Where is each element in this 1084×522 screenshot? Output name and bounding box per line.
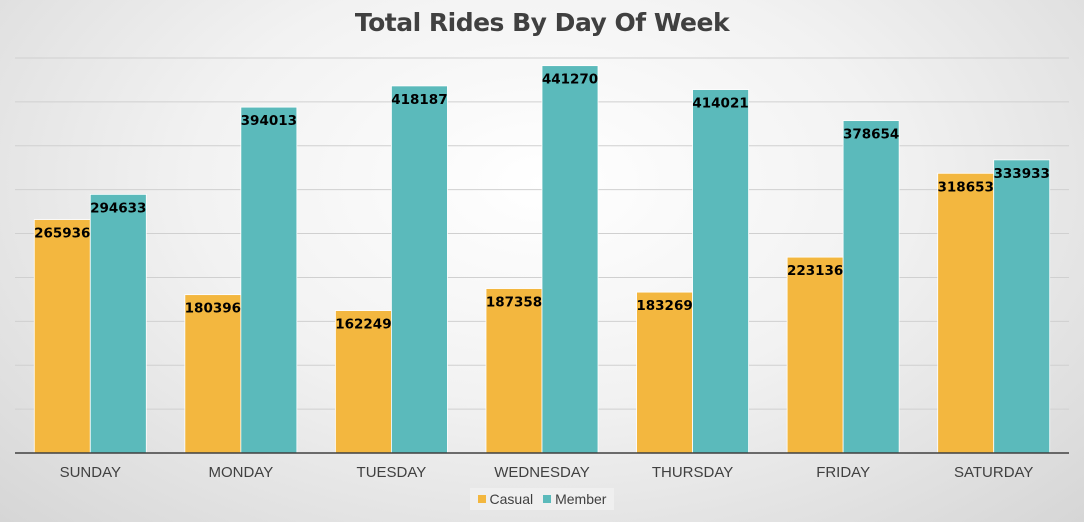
x-tick-label: THURSDAY xyxy=(652,464,733,481)
bar-member-thursday xyxy=(692,89,749,454)
data-label: 162249 xyxy=(335,317,391,333)
x-tick-label: TUESDAY xyxy=(357,464,427,481)
legend-label-casual: Casual xyxy=(489,491,534,507)
bar-member-sunday xyxy=(89,193,147,454)
x-tick-label: MONDAY xyxy=(208,464,273,481)
bar-casual-thursday xyxy=(636,291,693,454)
legend-swatch-casual xyxy=(477,495,486,503)
legend-item-casual: Casual xyxy=(477,491,534,507)
data-label: 418187 xyxy=(391,92,447,108)
data-label: 223136 xyxy=(787,263,843,279)
legend-swatch-member xyxy=(543,495,552,503)
bar-casual-sunday xyxy=(33,219,91,454)
bar-casual-monday xyxy=(184,294,242,454)
bar-member-wednesday xyxy=(541,65,599,454)
legend-box: Casual Member xyxy=(469,488,615,510)
x-tick-label: SUNDAY xyxy=(60,464,121,481)
chart-title: Total Rides By Day Of Week xyxy=(354,8,730,37)
data-label: 187358 xyxy=(486,295,542,311)
bar-casual-wednesday xyxy=(485,288,543,454)
bar-member-monday xyxy=(240,106,298,454)
x-tick-label: SATURDAY xyxy=(954,464,1033,481)
data-label: 294633 xyxy=(90,200,146,216)
data-label: 333933 xyxy=(994,166,1050,182)
bar-casual-saturday xyxy=(937,172,995,454)
data-label: 394013 xyxy=(241,113,297,129)
legend-label-member: Member xyxy=(555,491,607,507)
data-label: 180396 xyxy=(185,301,241,317)
data-label: 318653 xyxy=(938,179,994,195)
x-tick-label: WEDNESDAY xyxy=(494,464,590,481)
legend: Casual Member xyxy=(0,488,1084,510)
data-label: 183269 xyxy=(636,298,692,314)
bar-member-tuesday xyxy=(391,85,448,454)
bar-casual-tuesday xyxy=(335,310,392,454)
data-label: 441270 xyxy=(542,72,598,88)
bar-member-saturday xyxy=(993,159,1051,454)
bar-casual-friday xyxy=(786,256,844,454)
legend-item-member: Member xyxy=(543,491,606,507)
bar-member-friday xyxy=(842,120,900,454)
data-label: 378654 xyxy=(843,127,899,143)
x-tick-label: FRIDAY xyxy=(816,464,870,481)
data-label: 414021 xyxy=(692,96,748,112)
data-label: 265936 xyxy=(34,226,90,242)
